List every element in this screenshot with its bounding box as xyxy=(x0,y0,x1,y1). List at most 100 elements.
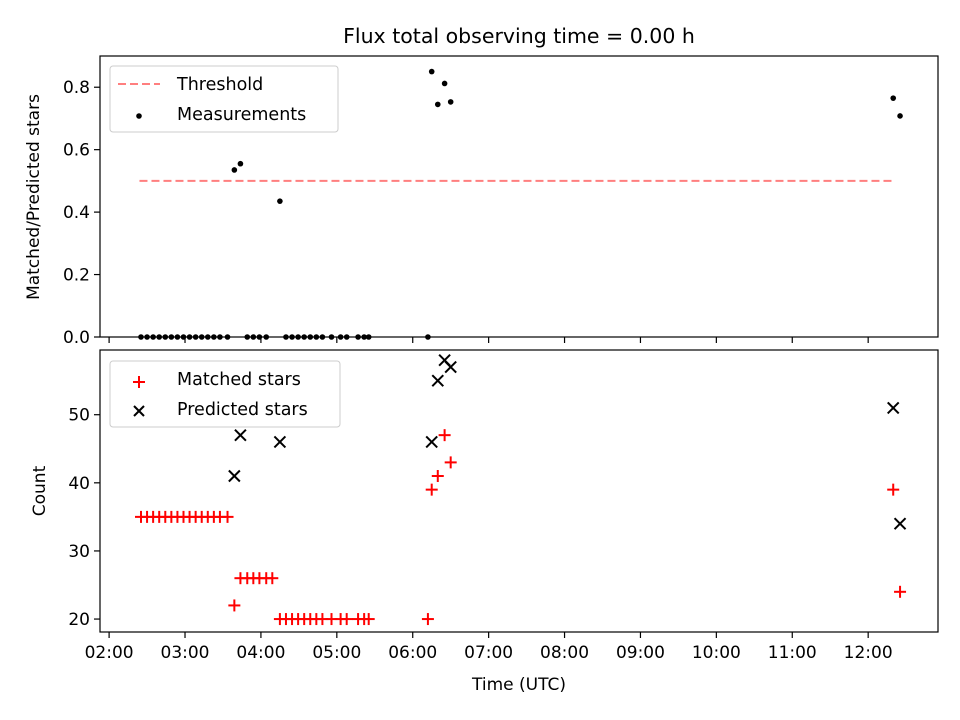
measurement-point xyxy=(217,334,223,340)
predicted-star-marker xyxy=(887,401,900,415)
chart-title: Flux total observing time = 0.00 h xyxy=(343,24,695,48)
bottom-y-tick-label: 40 xyxy=(68,474,90,494)
top-y-tick-label: 0.0 xyxy=(63,328,90,348)
measurement-point xyxy=(428,68,435,75)
measurement-point xyxy=(256,334,263,340)
x-axis-label: Time (UTC) xyxy=(471,675,566,695)
top-axes-frame xyxy=(99,55,939,338)
bottom-y-axis-label: Count xyxy=(30,465,50,516)
top-y-ticks: 0.0 0.2 0.4 0.6 0.8 xyxy=(63,78,100,348)
legend-measurements-swatch xyxy=(136,113,142,119)
bottom-x-tick-label: 09:00 xyxy=(616,643,665,663)
matched-star-marker xyxy=(340,613,353,626)
top-panel-ratio: 0.00.20.40.60.8 Matched/Predicted stars … xyxy=(24,55,939,348)
matched-star-marker xyxy=(362,613,375,626)
measurement-point xyxy=(441,80,448,87)
predicted-star-marker xyxy=(431,374,444,387)
matched-star-marker xyxy=(894,585,907,598)
legend-predicted-label: Predicted stars xyxy=(177,400,308,420)
measurement-point xyxy=(138,334,144,340)
measurement-point xyxy=(289,334,295,340)
measurement-point xyxy=(156,334,163,340)
top-y-axis-label: Matched/Predicted stars xyxy=(24,94,44,300)
bottom-x-tick-label: 11:00 xyxy=(768,643,817,663)
measurement-point xyxy=(361,334,367,340)
measurement-point xyxy=(168,334,175,340)
predicted-star-marker xyxy=(425,435,438,449)
measurement-point xyxy=(231,167,238,173)
bottom-x-tick-label: 04:00 xyxy=(236,643,285,663)
bottom-y-tick-label: 50 xyxy=(68,406,90,426)
bottom-x-tick-label: 12:00 xyxy=(844,643,893,663)
measurement-point xyxy=(425,334,431,340)
bottom-y-tick-label: 30 xyxy=(68,542,90,562)
matched-star-marker xyxy=(266,572,279,585)
measurement-point xyxy=(244,334,251,340)
measurement-point xyxy=(447,99,454,105)
legend-measurements-label: Measurements xyxy=(177,105,306,125)
bottom-axes-frame xyxy=(99,349,939,633)
matched-star-marker xyxy=(438,429,451,442)
predicted-star-marker xyxy=(234,428,247,442)
measurement-point xyxy=(434,101,441,108)
measurement-point xyxy=(328,334,335,340)
count-points xyxy=(134,354,907,626)
top-y-tick-label: 0.4 xyxy=(63,203,90,223)
measurement-point xyxy=(192,334,199,340)
measurement-point xyxy=(295,334,301,340)
matched-star-marker xyxy=(228,599,241,612)
measurement-point xyxy=(162,334,169,340)
top-y-tick-label: 0.2 xyxy=(63,266,90,286)
bottom-x-tick-label: 05:00 xyxy=(312,643,361,663)
matched-star-marker xyxy=(444,456,457,469)
measurement-point xyxy=(313,334,320,340)
measurement-point xyxy=(250,334,257,340)
measurement-point xyxy=(897,113,903,119)
predicted-star-marker xyxy=(273,435,287,449)
measurement-point xyxy=(174,334,181,340)
measurement-point xyxy=(144,334,150,340)
measurement-point xyxy=(355,334,361,340)
legend-predicted-swatch xyxy=(133,405,145,417)
measurement-point xyxy=(277,198,283,204)
bottom-y-tick-label: 20 xyxy=(68,610,90,630)
matched-star-marker xyxy=(221,510,234,523)
bottom-x-tick-label: 10:00 xyxy=(692,643,741,663)
matched-star-marker xyxy=(421,613,434,626)
measurement-points xyxy=(138,68,903,340)
measurement-point xyxy=(343,334,350,340)
measurement-point xyxy=(150,334,156,340)
measurement-point xyxy=(365,334,372,340)
bottom-x-tick-label: 08:00 xyxy=(540,643,589,663)
measurement-point xyxy=(890,95,897,101)
measurement-point xyxy=(319,334,326,340)
bottom-x-tick-label: 07:00 xyxy=(464,643,513,663)
measurement-point xyxy=(180,334,187,340)
top-x-ticks xyxy=(108,337,869,343)
bottom-x-tick-label: 06:00 xyxy=(388,643,437,663)
legend-matched-swatch xyxy=(133,376,145,388)
predicted-star-marker xyxy=(228,469,241,483)
measurement-point xyxy=(337,334,344,340)
measurement-point xyxy=(263,334,270,340)
top-legend: Threshold Measurements xyxy=(109,65,339,133)
legend-matched-label: Matched stars xyxy=(177,370,301,390)
measurement-point xyxy=(224,334,231,340)
measurement-point xyxy=(237,160,244,167)
measurement-point xyxy=(283,334,289,340)
predicted-star-marker xyxy=(444,360,457,374)
bottom-y-ticks: 20 30 40 50 xyxy=(68,406,100,630)
measurement-point xyxy=(307,334,314,340)
matched-star-marker xyxy=(425,483,438,496)
legend-threshold-label: Threshold xyxy=(176,75,263,95)
bottom-x-tick-label: 02:00 xyxy=(85,643,134,663)
matched-star-marker xyxy=(431,470,444,483)
matched-star-marker xyxy=(887,483,900,496)
measurement-point xyxy=(211,334,217,340)
top-y-tick-label: 0.6 xyxy=(63,141,90,161)
measurement-point xyxy=(301,334,307,340)
bottom-x-ticks: 02:00 03:00 04:00 05:00 06:00 07:00 08:00 09:00… xyxy=(85,632,893,663)
bottom-x-tick-label: 03:00 xyxy=(161,643,210,663)
